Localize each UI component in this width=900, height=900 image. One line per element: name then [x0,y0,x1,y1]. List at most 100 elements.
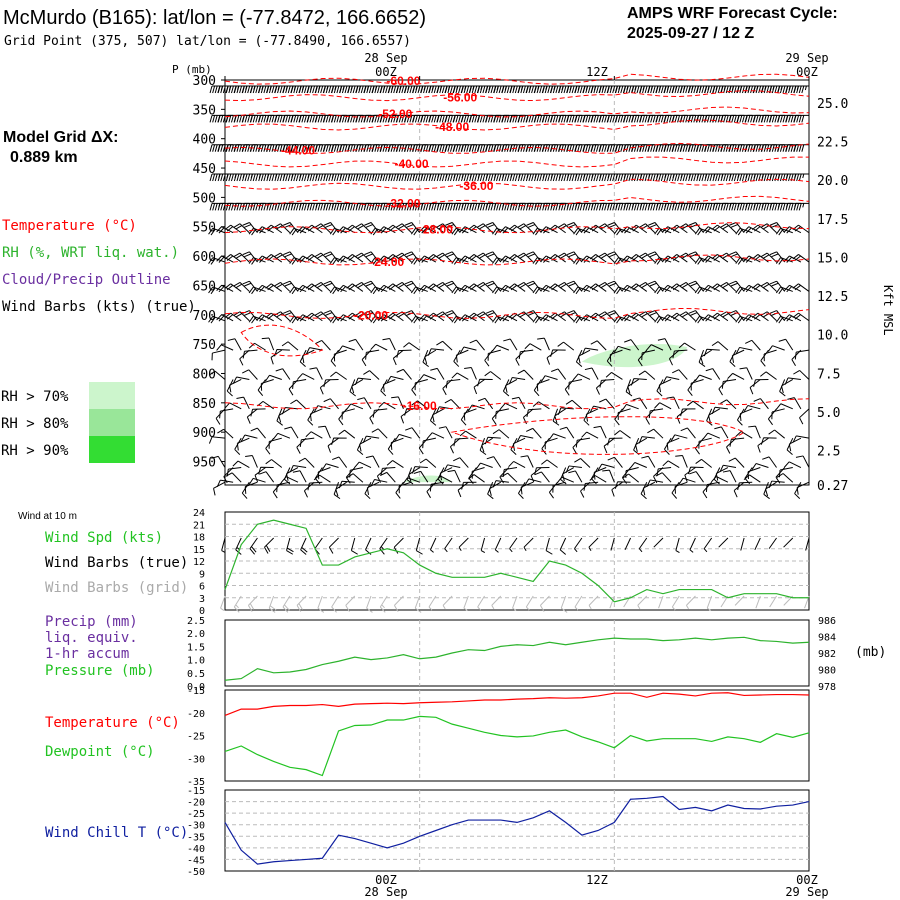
wind-barb [404,202,420,211]
wind-barb [558,173,574,182]
wind-barb [544,437,558,450]
height-tick-label: 12.5 [817,290,848,305]
wind-barb [524,478,542,486]
wind-barb [408,467,420,482]
wind-barb [388,85,404,94]
wind-barb [526,408,542,417]
wind-barb [493,173,509,182]
wind-barb [355,223,372,234]
wind-barb [232,376,250,384]
wind-barb [468,312,485,322]
wind-barb [655,114,672,123]
wind-barb [615,173,631,182]
wind-barb [714,426,729,439]
wind-barb [451,257,469,265]
wind-barb [739,408,753,421]
wind-barb [467,404,485,412]
wind-barb [655,85,672,94]
wind-barb [792,312,810,322]
wind-barb [386,375,404,383]
wind-barb [305,254,323,263]
wind-barb [364,251,380,263]
wind-barb [331,85,347,94]
wind-barb [216,479,234,487]
wind-barb [266,114,282,123]
wind-barb [598,114,615,123]
wind-barb [666,437,680,451]
wind-barb [654,402,672,410]
surface-wind-barb [588,537,599,552]
grid-wind-barb [442,595,453,610]
pressure-tick-label: 500 [193,191,216,206]
right-tick-label: 984 [818,633,836,644]
wind-barb [654,257,672,265]
wind-barb [274,348,290,357]
legend-cloud: Cloud/Precip Outline [2,272,171,288]
windchill-frame [224,789,810,872]
wind-barb [347,114,363,123]
right-tick-label: 986 [818,616,836,627]
wind-barb [627,379,639,394]
rh70-swatch [89,382,135,409]
wind-barb [363,202,380,211]
wind-barb [378,255,396,263]
wind-barb [550,173,566,182]
precip-liq-label: liq. equiv. [45,630,138,646]
wind-barb [282,144,298,152]
wind-barb [784,461,802,468]
wind-barb [775,227,793,236]
rh90-label: RH > 90% [1,443,69,459]
wind-barb [489,481,502,496]
wind-barb [436,340,453,351]
wind-barb [315,114,331,123]
wind-barb [290,114,307,123]
wind-barb [242,369,258,380]
wind-barb [792,435,810,443]
wind-barb [694,257,712,265]
wind-barb [675,454,688,468]
wind-barb [721,378,737,389]
wind-barb [769,202,785,211]
grid-wind-barb [428,595,437,611]
wind-barb [662,314,680,322]
wind-barb [648,222,664,234]
model-grid-value: 0.889 km [10,149,78,166]
wind-barb [289,286,307,295]
surface-wind-barb [415,537,423,555]
surface-wind-barb [480,537,486,554]
wind-barb [622,473,639,483]
wind-barb [276,408,283,426]
wind-barb [461,144,477,152]
contour-label: -28.00 [419,223,453,237]
wind-barb [382,337,396,351]
wind-barb [248,342,266,351]
surface-wind-barb [545,537,553,555]
grid-wind-barb [247,595,258,612]
wind-barb [566,202,582,211]
wind-barb [540,314,558,322]
wind-barb [565,399,583,410]
wind-barb [566,173,582,182]
wind-barb [704,85,720,94]
wind-barb [720,223,737,234]
wind-barb [581,255,599,263]
wind-barb [274,114,290,123]
surface-wind-barb [509,537,518,553]
wind-barb [357,397,372,410]
wind-barb [436,281,453,292]
right-tick-label: 978 [818,682,836,693]
wind-barb [248,315,266,324]
wind-barb [688,251,704,263]
wind-barb [679,252,696,263]
wind-barb [250,173,266,182]
wind-barb [370,479,388,487]
wind-barb [444,114,461,123]
pressure-unit-label: (mb) [855,645,886,660]
temperature-contour [224,90,810,102]
wind-barb [386,312,404,322]
wind-barb [785,202,801,211]
wind-barb [445,378,461,389]
wind-barb [478,397,494,410]
wind-barb [419,284,437,293]
